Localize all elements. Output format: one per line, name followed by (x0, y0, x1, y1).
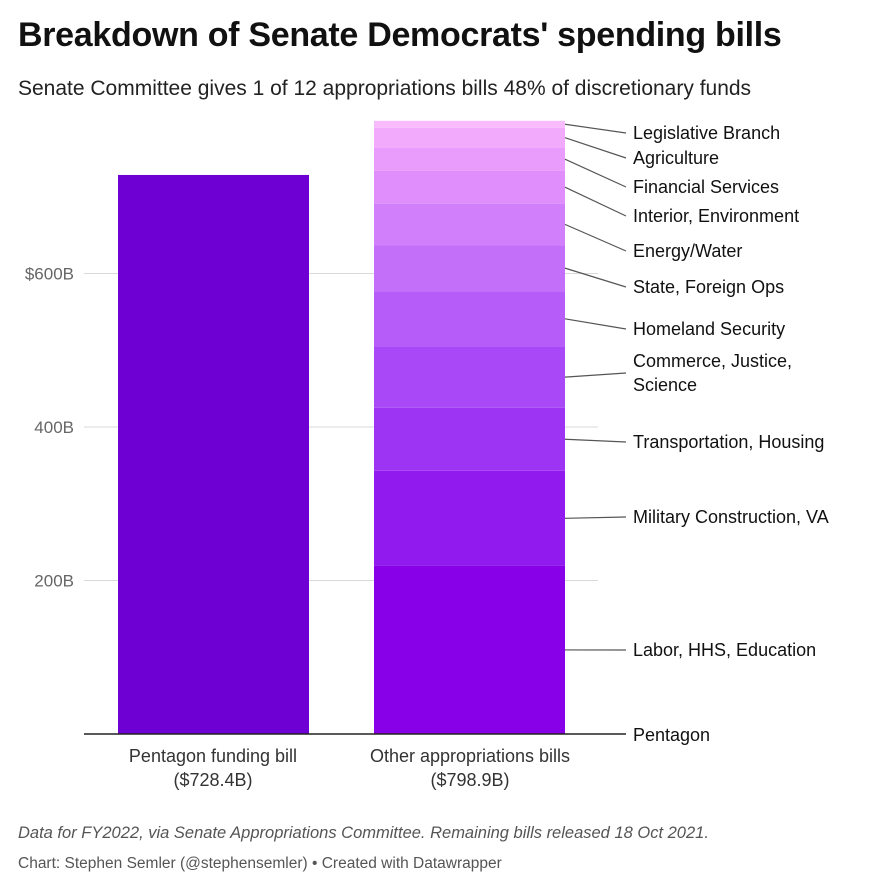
leader-line (564, 516, 627, 519)
segment-label: Commerce, Justice, (633, 351, 792, 371)
bar-segment (374, 120, 565, 128)
y-tick-label: 400B (34, 418, 74, 437)
bar-segment (374, 127, 565, 148)
bar-segment (374, 291, 565, 347)
leader-line (564, 158, 627, 188)
x-category-label: Other appropriations bills (370, 746, 570, 766)
segment-label: Legislative Branch (633, 123, 780, 143)
x-category-label: Pentagon funding bill (129, 746, 297, 766)
bar-segment (374, 407, 565, 471)
bar-segment (374, 346, 565, 408)
leader-line (564, 372, 627, 378)
segment-label: Energy/Water (633, 241, 742, 261)
segment-label: Financial Services (633, 177, 779, 197)
leader-line (564, 438, 627, 443)
bar-pentagon (118, 174, 309, 734)
chart-credit: Chart: Stephen Semler (@stephensemler) •… (18, 855, 502, 872)
leader-line (564, 267, 627, 288)
pentagon-baseline-label: Pentagon (633, 725, 710, 745)
leader-line (564, 186, 627, 217)
leader-line (564, 223, 627, 252)
segment-label: State, Foreign Ops (633, 277, 784, 297)
segment-label: Transportation, Housing (633, 432, 824, 452)
x-category-total: ($728.4B) (173, 770, 252, 790)
leader-line (564, 137, 627, 159)
segment-label: Military Construction, VA (633, 507, 829, 527)
bar-segment (374, 245, 565, 292)
y-tick-label: $600B (25, 265, 74, 284)
bar-segment (374, 203, 565, 246)
segment-label: Homeland Security (633, 319, 785, 339)
segment-label: Science (633, 375, 697, 395)
y-tick-label: 200B (34, 572, 74, 591)
bar-segment (374, 470, 565, 566)
source-note: Data for FY2022, via Senate Appropriatio… (18, 824, 709, 842)
chart-title: Breakdown of Senate Democrats' spending … (18, 16, 782, 54)
segment-label: Agriculture (633, 148, 719, 168)
segment-label: Interior, Environment (633, 206, 799, 226)
leader-line (564, 123, 627, 134)
leader-line (564, 318, 627, 330)
bar-segment (374, 170, 565, 204)
segment-label: Labor, HHS, Education (633, 640, 816, 660)
x-category-total: ($798.9B) (430, 770, 509, 790)
chart-subtitle: Senate Committee gives 1 of 12 appropria… (18, 77, 752, 100)
bar-segment (374, 147, 565, 171)
bar-segment (374, 565, 565, 734)
